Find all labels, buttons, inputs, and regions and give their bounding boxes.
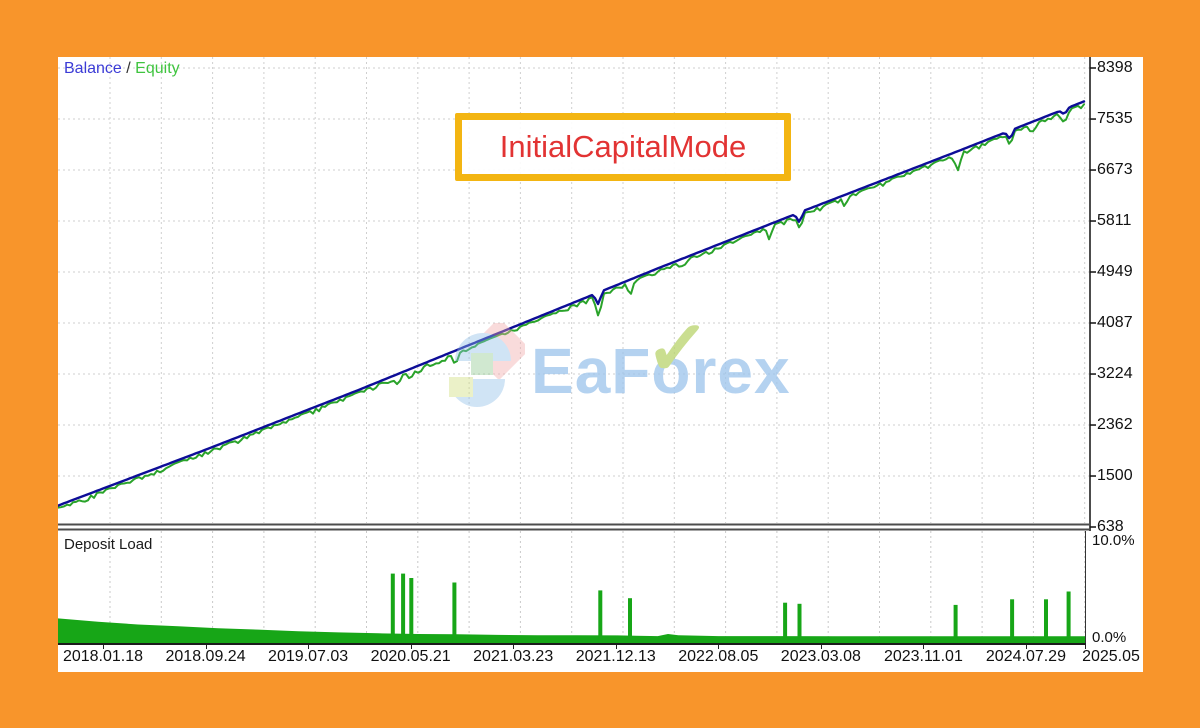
deposit-load-label: Deposit Load: [64, 536, 153, 553]
x-axis-tick-mark: [308, 645, 310, 649]
legend-equity-label: Equity: [135, 60, 180, 77]
initial-capital-mode-label: InitialCapitalMode: [499, 129, 747, 164]
chart-legend: Balance / Equity: [64, 60, 180, 78]
x-axis-tick-label: 2021.12.13: [575, 648, 656, 665]
x-axis-tick-mark: [1025, 645, 1027, 649]
x-axis-tick-label: 2019.07.03: [268, 648, 349, 665]
x-axis-tick-mark: [513, 645, 515, 649]
x-axis-tick-mark: [410, 645, 412, 649]
y-axis-tick-label: 5811: [1097, 212, 1132, 230]
y-axis-tick-label: 6673: [1097, 161, 1133, 179]
x-axis-tick-label: 2021.03.23: [473, 648, 554, 665]
report-panel: Balance / Equity Deposit Load 10.0% 0.0%…: [58, 57, 1143, 672]
x-axis-tick-label: 2018.09.24: [165, 648, 246, 665]
x-axis-tick-mark: [1085, 645, 1086, 649]
y-axis-tick-label: 1500: [1097, 467, 1133, 484]
x-axis-tick-label: 2025.05: [1082, 648, 1140, 665]
legend-separator: /: [121, 60, 136, 77]
x-axis-tick-mark: [205, 645, 207, 649]
deposit-load-chart: [58, 531, 1086, 643]
deposit-panel-bottom-border: [58, 643, 1086, 645]
x-axis-tick-mark: [923, 645, 925, 649]
x-axis-tick-label: 2024.07.29: [985, 648, 1066, 665]
x-axis-tick-label: 2023.11.01: [883, 648, 963, 665]
y-axis-tick-label: 8398: [1097, 59, 1133, 76]
x-axis-tick-mark: [103, 645, 104, 649]
x-axis-tick-mark: [718, 645, 720, 649]
x-axis-tick-label: 2022.08.05: [678, 648, 759, 665]
y-axis-tick-label: 3224: [1097, 365, 1133, 383]
legend-balance-label: Balance: [64, 60, 122, 77]
y-axis-tick-label: 2362: [1097, 416, 1133, 434]
x-axis-tick-label: 2023.03.08: [780, 648, 861, 665]
x-axis-tick-label: 2018.01.18: [62, 648, 144, 665]
deposit-panel-right-border: [1085, 531, 1086, 645]
y-axis-tick-label: 4087: [1097, 313, 1133, 331]
y-axis-tick-label: 638: [1097, 518, 1124, 535]
initial-capital-mode-box: InitialCapitalMode: [455, 113, 791, 181]
x-axis-tick-mark: [820, 645, 822, 649]
deposit-min-label: 0.0%: [1092, 629, 1127, 646]
balance-equity-chart: [58, 57, 1096, 531]
x-axis-tick-label: 2020.05.21: [370, 648, 451, 665]
y-axis-tick-label: 4949: [1097, 263, 1133, 280]
x-axis-tick-mark: [615, 645, 617, 649]
deposit-max-label: 10.0%: [1092, 532, 1135, 549]
y-axis-tick-label: 7535: [1097, 110, 1133, 128]
